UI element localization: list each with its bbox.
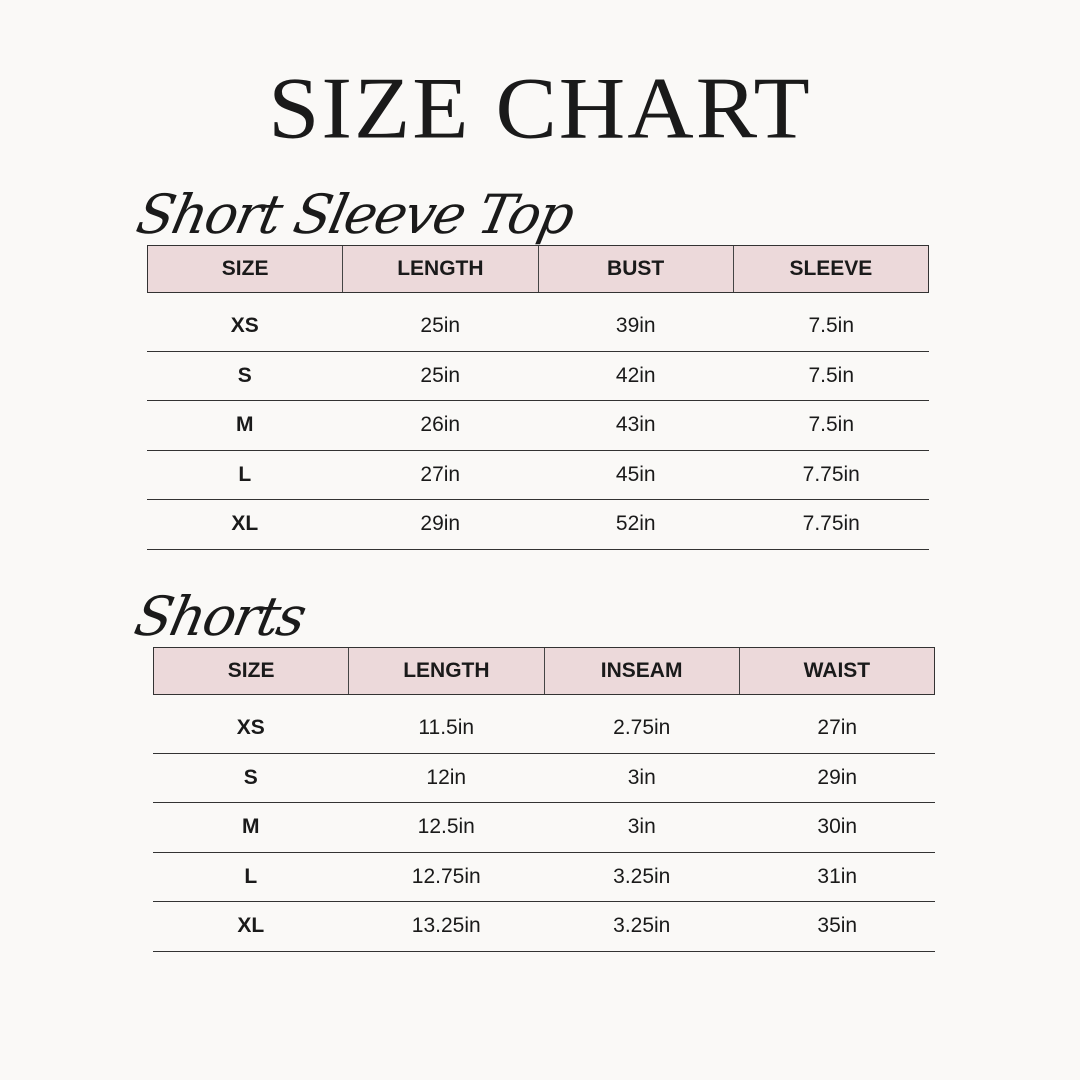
- measurement-cell: 45in: [615, 462, 656, 486]
- table-header: SIZE LENGTH INSEAM WAIST: [153, 647, 935, 695]
- measurement-cell: 27in: [420, 462, 461, 486]
- measurement-cell: 7.75in: [802, 512, 860, 536]
- measurement-cell: 7.5in: [808, 413, 855, 437]
- measurement-cell: 52in: [615, 512, 656, 536]
- size-label: S: [243, 765, 258, 789]
- size-table-top: SIZE LENGTH BUST SLEEVE XS 25in 39in 7.5in S 25in…: [147, 245, 929, 550]
- column-header: SLEEVE: [732, 246, 928, 292]
- size-label: S: [237, 363, 252, 387]
- table-row: S 12in 3in 29in: [153, 754, 935, 803]
- table-row: L 27in 45in 7.75in: [147, 451, 929, 500]
- page-title: SIZE CHART: [268, 59, 812, 157]
- table-row: XS 25in 39in 7.5in: [147, 302, 929, 352]
- measurement-cell: 13.25in: [411, 914, 481, 938]
- measurement-cell: 3.25in: [613, 864, 671, 888]
- size-label: M: [242, 815, 260, 839]
- column-header: LENGTH: [348, 648, 543, 694]
- table-row: M 26in 43in 7.5in: [147, 401, 929, 451]
- column-header: SIZE: [227, 659, 275, 682]
- measurement-cell: 3.25in: [613, 914, 671, 938]
- measurement-cell: 27in: [817, 716, 858, 740]
- measurement-cell: 7.75in: [802, 462, 860, 486]
- size-table-shorts: SIZE LENGTH INSEAM WAIST XS 11.5in 2.75in 27in S…: [153, 647, 935, 952]
- column-header: BUST: [537, 246, 733, 292]
- column-header: SIZE: [221, 257, 269, 280]
- measurement-cell: 7.5in: [808, 363, 855, 387]
- section-heading-shorts: Shorts: [129, 585, 311, 648]
- measurement-cell: 31in: [817, 864, 858, 888]
- measurement-cell: 43in: [615, 413, 656, 437]
- measurement-cell: 35in: [817, 914, 858, 938]
- table-row: XL 29in 52in 7.75in: [147, 500, 929, 550]
- measurement-cell: 11.5in: [418, 716, 475, 740]
- measurement-cell: 7.5in: [808, 314, 855, 338]
- measurement-cell: 30in: [817, 815, 858, 839]
- measurement-cell: 29in: [420, 512, 461, 536]
- table-row: XL 13.25in 3.25in 35in: [153, 902, 935, 952]
- measurement-cell: 29in: [817, 765, 858, 789]
- table-row: L 12.75in 3.25in 31in: [153, 853, 935, 902]
- table-row: XS 11.5in 2.75in 27in: [153, 704, 935, 754]
- section-heading-top: Short Sleeve Top: [131, 183, 579, 246]
- measurement-cell: 25in: [420, 363, 461, 387]
- table-row: M 12.5in 3in 30in: [153, 803, 935, 853]
- measurement-cell: 42in: [615, 363, 656, 387]
- size-label: XS: [236, 716, 265, 740]
- measurement-cell: 12.75in: [411, 864, 481, 888]
- measurement-cell: 3in: [627, 765, 656, 789]
- size-label: XL: [237, 914, 265, 938]
- measurement-cell: 12.5in: [417, 815, 475, 839]
- measurement-cell: 26in: [420, 413, 461, 437]
- measurement-cell: 12in: [426, 765, 467, 789]
- measurement-cell: 3in: [627, 815, 656, 839]
- column-header: WAIST: [738, 648, 934, 694]
- table-row: S 25in 42in 7.5in: [147, 352, 929, 401]
- column-header: LENGTH: [342, 246, 537, 292]
- size-label: L: [244, 864, 258, 888]
- measurement-cell: 2.75in: [613, 716, 671, 740]
- table-header: SIZE LENGTH BUST SLEEVE: [147, 245, 929, 293]
- size-label: M: [236, 413, 254, 437]
- size-label: XS: [230, 314, 259, 338]
- measurement-cell: 25in: [420, 314, 461, 338]
- measurement-cell: 39in: [615, 314, 656, 338]
- size-label: XL: [231, 512, 259, 536]
- column-header: INSEAM: [543, 648, 739, 694]
- size-label: L: [238, 462, 252, 486]
